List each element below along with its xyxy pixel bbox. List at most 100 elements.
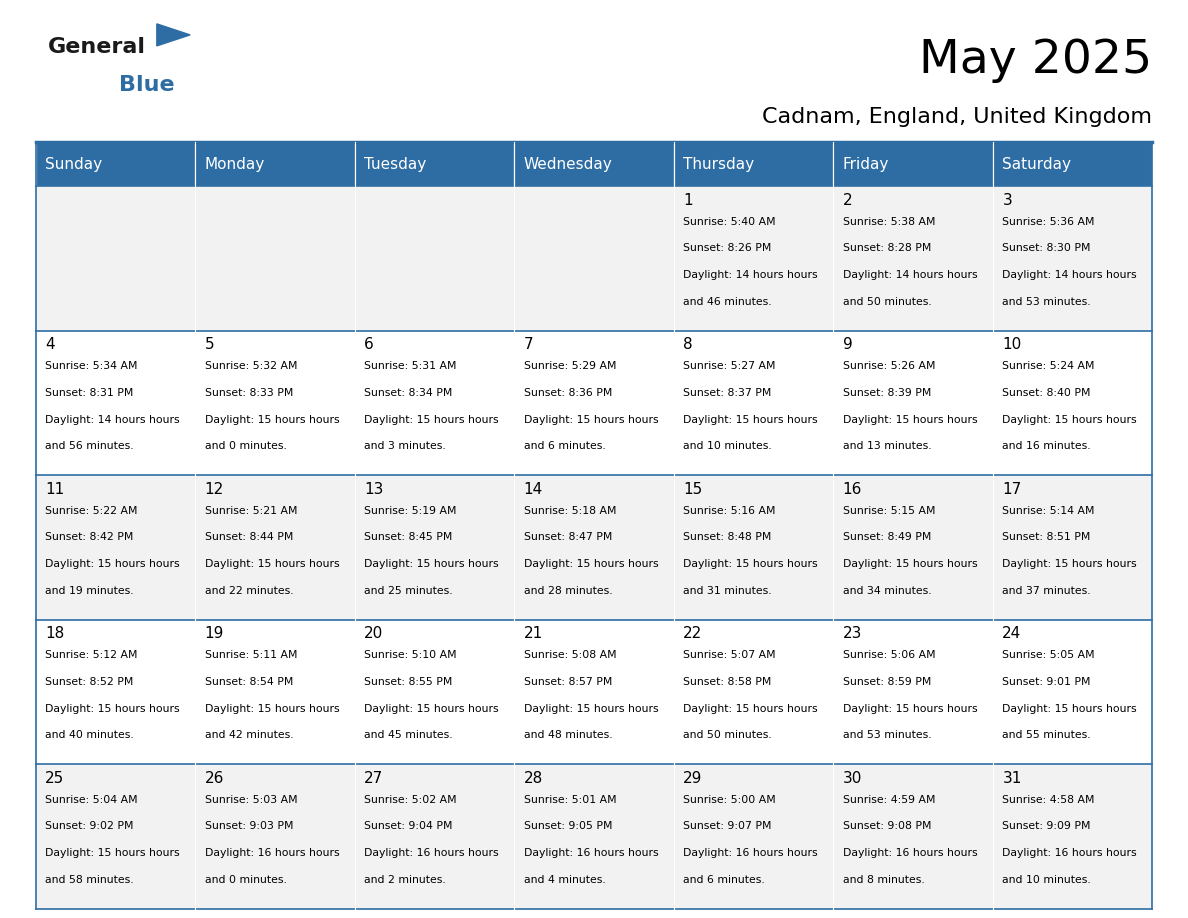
Text: Sunset: 8:55 PM: Sunset: 8:55 PM	[365, 677, 453, 687]
Text: Daylight: 15 hours hours: Daylight: 15 hours hours	[524, 559, 658, 569]
Text: Daylight: 15 hours hours: Daylight: 15 hours hours	[45, 703, 179, 713]
Bar	[674, 330, 833, 476]
Text: Sunrise: 5:29 AM: Sunrise: 5:29 AM	[524, 361, 617, 371]
Text: Sunrise: 5:10 AM: Sunrise: 5:10 AM	[365, 650, 457, 660]
Text: 1: 1	[683, 193, 693, 207]
Text: Daylight: 16 hours hours: Daylight: 16 hours hours	[683, 848, 817, 858]
Text: Daylight: 15 hours hours: Daylight: 15 hours hours	[45, 559, 179, 569]
Text: Daylight: 15 hours hours: Daylight: 15 hours hours	[204, 703, 340, 713]
Text: Sunrise: 5:12 AM: Sunrise: 5:12 AM	[45, 650, 138, 660]
Bar	[674, 186, 833, 330]
Text: Daylight: 15 hours hours: Daylight: 15 hours hours	[365, 559, 499, 569]
Text: Sunset: 8:33 PM: Sunset: 8:33 PM	[204, 388, 293, 397]
Bar	[36, 765, 195, 909]
Text: and 50 minutes.: and 50 minutes.	[683, 731, 772, 740]
Text: Sunset: 8:44 PM: Sunset: 8:44 PM	[204, 532, 293, 543]
Text: 29: 29	[683, 771, 702, 786]
Text: Sunday: Sunday	[45, 157, 102, 172]
Text: Sunrise: 5:26 AM: Sunrise: 5:26 AM	[842, 361, 935, 371]
Text: Sunset: 9:08 PM: Sunset: 9:08 PM	[842, 822, 931, 832]
Text: Sunrise: 5:08 AM: Sunrise: 5:08 AM	[524, 650, 617, 660]
Text: 14: 14	[524, 482, 543, 497]
Text: Daylight: 15 hours hours: Daylight: 15 hours hours	[45, 848, 179, 858]
Text: 10: 10	[1003, 337, 1022, 353]
Text: Sunrise: 5:00 AM: Sunrise: 5:00 AM	[683, 795, 776, 804]
Text: May 2025: May 2025	[920, 38, 1152, 83]
Text: 3: 3	[1003, 193, 1012, 207]
Text: Sunrise: 5:40 AM: Sunrise: 5:40 AM	[683, 217, 776, 227]
Text: Sunrise: 5:14 AM: Sunrise: 5:14 AM	[1003, 506, 1095, 516]
Text: Sunrise: 5:19 AM: Sunrise: 5:19 AM	[365, 506, 456, 516]
Text: Monday: Monday	[204, 157, 265, 172]
Text: Daylight: 15 hours hours: Daylight: 15 hours hours	[1003, 703, 1137, 713]
Text: General: General	[48, 37, 145, 57]
Bar	[195, 620, 355, 765]
Text: 16: 16	[842, 482, 862, 497]
Text: Thursday: Thursday	[683, 157, 754, 172]
Text: Sunset: 9:02 PM: Sunset: 9:02 PM	[45, 822, 133, 832]
Text: Daylight: 16 hours hours: Daylight: 16 hours hours	[1003, 848, 1137, 858]
Text: Sunset: 8:47 PM: Sunset: 8:47 PM	[524, 532, 612, 543]
Text: Daylight: 15 hours hours: Daylight: 15 hours hours	[842, 415, 978, 425]
Text: Sunrise: 5:32 AM: Sunrise: 5:32 AM	[204, 361, 297, 371]
Text: and 10 minutes.: and 10 minutes.	[1003, 875, 1091, 885]
Text: Sunset: 8:37 PM: Sunset: 8:37 PM	[683, 388, 772, 397]
Text: 28: 28	[524, 771, 543, 786]
Text: and 8 minutes.: and 8 minutes.	[842, 875, 924, 885]
Text: Daylight: 16 hours hours: Daylight: 16 hours hours	[842, 848, 978, 858]
Text: Daylight: 16 hours hours: Daylight: 16 hours hours	[524, 848, 658, 858]
Text: 12: 12	[204, 482, 223, 497]
Text: Daylight: 15 hours hours: Daylight: 15 hours hours	[524, 415, 658, 425]
Bar	[355, 142, 514, 186]
Bar	[674, 476, 833, 620]
Text: Daylight: 15 hours hours: Daylight: 15 hours hours	[683, 415, 817, 425]
Text: Sunrise: 5:18 AM: Sunrise: 5:18 AM	[524, 506, 617, 516]
Text: Sunrise: 5:05 AM: Sunrise: 5:05 AM	[1003, 650, 1095, 660]
Text: Friday: Friday	[842, 157, 889, 172]
Text: 31: 31	[1003, 771, 1022, 786]
Text: 8: 8	[683, 337, 693, 353]
Text: and 55 minutes.: and 55 minutes.	[1003, 731, 1091, 740]
Text: Sunset: 9:07 PM: Sunset: 9:07 PM	[683, 822, 772, 832]
Text: 22: 22	[683, 626, 702, 642]
Text: and 6 minutes.: and 6 minutes.	[524, 442, 606, 452]
Text: Sunset: 8:54 PM: Sunset: 8:54 PM	[204, 677, 293, 687]
Text: 4: 4	[45, 337, 55, 353]
Text: Sunset: 9:03 PM: Sunset: 9:03 PM	[204, 822, 293, 832]
Bar	[993, 765, 1152, 909]
Text: Sunset: 8:58 PM: Sunset: 8:58 PM	[683, 677, 772, 687]
Bar	[514, 142, 674, 186]
Text: and 56 minutes.: and 56 minutes.	[45, 442, 134, 452]
Text: Sunrise: 5:03 AM: Sunrise: 5:03 AM	[204, 795, 297, 804]
Bar	[514, 620, 674, 765]
Text: Daylight: 15 hours hours: Daylight: 15 hours hours	[204, 559, 340, 569]
Bar	[514, 330, 674, 476]
Text: and 45 minutes.: and 45 minutes.	[365, 731, 453, 740]
Text: Sunrise: 5:01 AM: Sunrise: 5:01 AM	[524, 795, 617, 804]
Text: Daylight: 15 hours hours: Daylight: 15 hours hours	[683, 559, 817, 569]
Polygon shape	[157, 24, 190, 46]
Text: Daylight: 15 hours hours: Daylight: 15 hours hours	[683, 703, 817, 713]
Bar	[833, 142, 993, 186]
Text: and 37 minutes.: and 37 minutes.	[1003, 586, 1091, 596]
Text: Sunset: 8:57 PM: Sunset: 8:57 PM	[524, 677, 612, 687]
Bar	[833, 765, 993, 909]
Text: Sunset: 8:52 PM: Sunset: 8:52 PM	[45, 677, 133, 687]
Bar	[514, 765, 674, 909]
Text: and 13 minutes.: and 13 minutes.	[842, 442, 931, 452]
Text: Sunset: 8:26 PM: Sunset: 8:26 PM	[683, 243, 772, 253]
Text: Sunset: 9:01 PM: Sunset: 9:01 PM	[1003, 677, 1091, 687]
Text: 15: 15	[683, 482, 702, 497]
Text: Sunset: 8:45 PM: Sunset: 8:45 PM	[365, 532, 453, 543]
Text: and 0 minutes.: and 0 minutes.	[204, 442, 286, 452]
Text: Sunset: 8:34 PM: Sunset: 8:34 PM	[365, 388, 453, 397]
Text: and 10 minutes.: and 10 minutes.	[683, 442, 772, 452]
Text: Wednesday: Wednesday	[524, 157, 613, 172]
Bar	[993, 186, 1152, 330]
Text: Sunset: 8:42 PM: Sunset: 8:42 PM	[45, 532, 133, 543]
Text: Sunset: 9:09 PM: Sunset: 9:09 PM	[1003, 822, 1091, 832]
Text: and 46 minutes.: and 46 minutes.	[683, 297, 772, 307]
Bar	[195, 330, 355, 476]
Bar	[355, 765, 514, 909]
Bar	[355, 620, 514, 765]
